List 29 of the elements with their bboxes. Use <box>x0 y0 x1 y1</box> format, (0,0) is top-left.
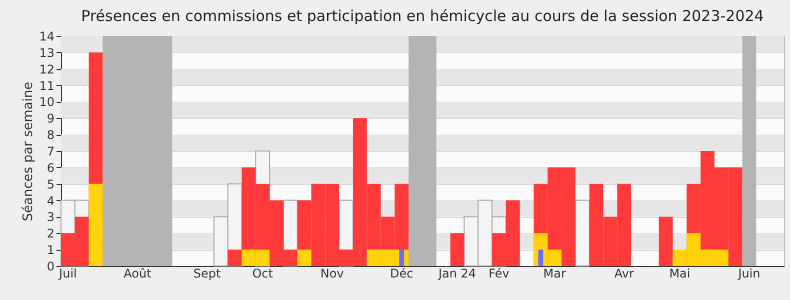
x-tick-label: Déc <box>390 266 414 280</box>
y-tick-label: 13 <box>39 46 54 60</box>
x-tick-label: Fév <box>488 266 510 280</box>
y-tick-label: 1 <box>46 243 54 258</box>
y-tick-label: 8 <box>46 128 54 142</box>
y-tick-label: 14 <box>39 30 54 44</box>
y-tick-label: 5 <box>46 177 54 192</box>
y-tick-label: 6 <box>46 160 54 175</box>
x-tick-label: Jan 24 <box>437 266 476 280</box>
x-tick-label: Août <box>124 266 152 280</box>
x-tick-label: Mar <box>543 266 566 280</box>
y-tick-label: 3 <box>46 210 54 224</box>
y-tick-label: 0 <box>46 260 54 274</box>
chart-title: Présences en commissions et participation en hémicycle au cours de la session 2023-2024 <box>81 7 764 25</box>
y-tick-label: 7 <box>46 144 54 158</box>
x-tick-label: Mai <box>669 266 690 280</box>
y-tick-label: 12 <box>39 62 54 76</box>
y-tick-label: 11 <box>39 78 54 93</box>
x-tick-label: Avr <box>614 266 634 280</box>
y-tick-label: 10 <box>39 95 54 110</box>
x-tick-label: Sept <box>193 266 221 280</box>
y-tick-label: 2 <box>46 226 54 241</box>
x-tick-label: Oct <box>252 266 274 280</box>
y-tick-label: 9 <box>46 112 54 126</box>
y-tick-label: 4 <box>46 194 54 208</box>
x-tick-label: Juil <box>58 266 77 280</box>
x-tick-label: Juin <box>737 266 760 280</box>
x-tick-label: Nov <box>320 266 344 280</box>
y-axis-title: Séances par semaine <box>21 82 36 222</box>
